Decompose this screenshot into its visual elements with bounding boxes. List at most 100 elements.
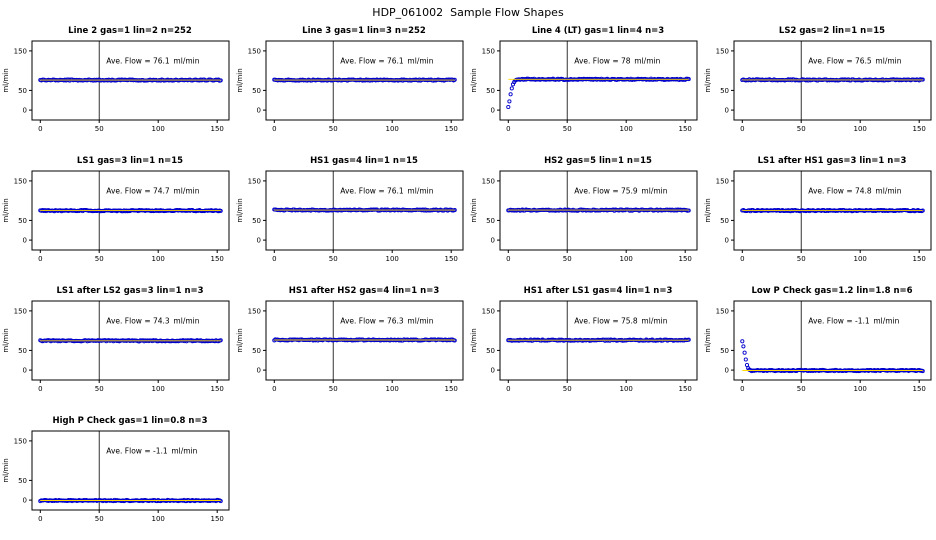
x-tick-label: 50 [95, 125, 104, 133]
x-tick-label: 0 [38, 255, 42, 263]
y-tick-label: 150 [716, 177, 729, 185]
subplot-svg: Line 2 gas=1 lin=2 n=252 0 50 100 150 0 50 150 m… [2, 26, 230, 133]
y-tick-label: 0 [725, 237, 729, 245]
y-tick-label: 50 [720, 217, 729, 225]
x-tick-label: 50 [95, 385, 104, 393]
plot-box [31, 40, 230, 121]
subplot-7: HS2 gas=5 lin=1 n=15 0 50 100 150 0 50 150 ml/mi… [468, 152, 702, 282]
y-tick-label: 50 [720, 87, 729, 95]
annotation-ave-flow: Ave. Flow = 76.5 ml/min [808, 57, 901, 66]
x-tick-label: 150 [211, 385, 224, 393]
plot-box [31, 430, 230, 511]
subplot-svg: HS1 gas=4 lin=1 n=15 0 50 100 150 0 50 150 ml/mi… [236, 156, 464, 263]
x-tick-label: 100 [620, 255, 633, 263]
x-tick-label: 0 [506, 125, 510, 133]
annotation-ave-flow: Ave. Flow = 75.8 ml/min [574, 317, 667, 326]
x-tick-label: 150 [445, 385, 458, 393]
x-tick-label: 0 [38, 515, 42, 523]
y-tick-label: 50 [252, 87, 261, 95]
plot-box [499, 40, 698, 121]
plot-box [733, 300, 932, 381]
x-tick-label: 150 [211, 255, 224, 263]
x-tick-label: 50 [329, 385, 338, 393]
y-axis-label: ml/min [704, 198, 712, 222]
subplot-8: LS1 after HS1 gas=3 lin=1 n=3 0 50 100 150 0 5… [702, 152, 936, 282]
subplot-title: LS1 after LS2 gas=3 lin=1 n=3 [56, 286, 203, 296]
x-tick-label: 100 [152, 515, 165, 523]
y-tick-label: 150 [14, 437, 27, 445]
x-tick-label: 150 [211, 125, 224, 133]
y-axis-label: ml/min [236, 198, 244, 222]
x-tick-label: 150 [913, 255, 926, 263]
annotation-ave-flow: Ave. Flow = 74.7 ml/min [106, 187, 199, 196]
plot-box [31, 170, 230, 251]
subplot-11: HS1 after LS1 gas=4 lin=1 n=3 0 50 100 150 0 5… [468, 282, 702, 412]
x-tick-label: 50 [329, 125, 338, 133]
x-tick-label: 0 [38, 385, 42, 393]
subplot-svg: LS1 after LS2 gas=3 lin=1 n=3 0 50 100 150 0 5… [2, 286, 230, 393]
x-tick-label: 50 [563, 385, 572, 393]
x-tick-label: 50 [797, 125, 806, 133]
subplot-12: Low P Check gas=1.2 lin=1.8 n=6 0 50 100 150… [702, 282, 936, 412]
y-tick-label: 0 [257, 367, 261, 375]
x-tick-label: 0 [740, 385, 744, 393]
plot-box [265, 300, 464, 381]
subplot-title: Line 4 (LT) gas=1 lin=4 n=3 [532, 26, 664, 36]
x-tick-label: 150 [679, 255, 692, 263]
x-tick-label: 100 [386, 125, 399, 133]
x-tick-label: 100 [854, 125, 867, 133]
x-tick-label: 100 [620, 125, 633, 133]
subplot-9: LS1 after LS2 gas=3 lin=1 n=3 0 50 100 150 0 5… [0, 282, 234, 412]
annotation-ave-flow: Ave. Flow = 75.9 ml/min [574, 187, 667, 196]
y-tick-label: 50 [18, 347, 27, 355]
subplot-title: LS2 gas=2 lin=1 n=15 [779, 26, 885, 36]
y-tick-label: 150 [248, 307, 261, 315]
y-tick-label: 0 [491, 107, 495, 115]
y-axis-label: ml/min [236, 68, 244, 92]
y-tick-label: 150 [482, 47, 495, 55]
x-tick-label: 0 [272, 125, 276, 133]
subplot-svg: High P Check gas=1 lin=0.8 n=3 0 50 100 150 0… [2, 416, 230, 523]
y-tick-label: 150 [14, 177, 27, 185]
x-tick-label: 0 [272, 255, 276, 263]
x-tick-label: 50 [563, 255, 572, 263]
y-tick-label: 150 [482, 177, 495, 185]
subplot-svg: LS1 gas=3 lin=1 n=15 0 50 100 150 0 50 150 ml/mi… [2, 156, 230, 263]
y-tick-label: 0 [23, 107, 27, 115]
x-tick-label: 150 [679, 125, 692, 133]
annotation-ave-flow: Ave. Flow = 76.1 ml/min [106, 57, 199, 66]
x-tick-label: 0 [740, 125, 744, 133]
subplot-title: LS1 gas=3 lin=1 n=15 [77, 156, 183, 166]
y-axis-label: ml/min [2, 68, 10, 92]
x-tick-label: 150 [445, 125, 458, 133]
x-tick-label: 50 [329, 255, 338, 263]
subplot-1: Line 2 gas=1 lin=2 n=252 0 50 100 150 0 50 150 m… [0, 22, 234, 152]
y-tick-label: 50 [486, 217, 495, 225]
x-tick-label: 50 [797, 255, 806, 263]
y-tick-label: 0 [725, 107, 729, 115]
y-tick-label: 150 [716, 307, 729, 315]
data-points [740, 339, 925, 374]
x-tick-label: 150 [211, 515, 224, 523]
subplot-svg: HS1 after HS2 gas=4 lin=1 n=3 0 50 100 150 0 5… [236, 286, 464, 393]
x-tick-label: 150 [679, 385, 692, 393]
y-tick-label: 50 [486, 87, 495, 95]
y-axis-label: ml/min [2, 458, 10, 482]
page-title: HDP_061002 Sample Flow Shapes [372, 6, 564, 19]
y-tick-label: 50 [720, 347, 729, 355]
annotation-ave-flow: Ave. Flow = -1.1 ml/min [106, 447, 197, 456]
subplot-svg: Line 4 (LT) gas=1 lin=4 n=3 0 50 100 150 0 50 1… [470, 26, 698, 133]
subplot-title: HS1 after HS2 gas=4 lin=1 n=3 [289, 286, 440, 296]
plot-box [265, 170, 464, 251]
y-tick-label: 50 [252, 347, 261, 355]
subplot-5: LS1 gas=3 lin=1 n=15 0 50 100 150 0 50 150 ml/mi… [0, 152, 234, 282]
subplot-title: HS1 gas=4 lin=1 n=15 [310, 156, 418, 166]
y-tick-label: 50 [18, 87, 27, 95]
x-tick-label: 100 [152, 385, 165, 393]
x-tick-label: 0 [272, 385, 276, 393]
annotation-ave-flow: Ave. Flow = 74.3 ml/min [106, 317, 199, 326]
x-tick-label: 100 [386, 385, 399, 393]
y-axis-label: ml/min [470, 68, 478, 92]
subplot-3: Line 4 (LT) gas=1 lin=4 n=3 0 50 100 150 0 50 1… [468, 22, 702, 152]
